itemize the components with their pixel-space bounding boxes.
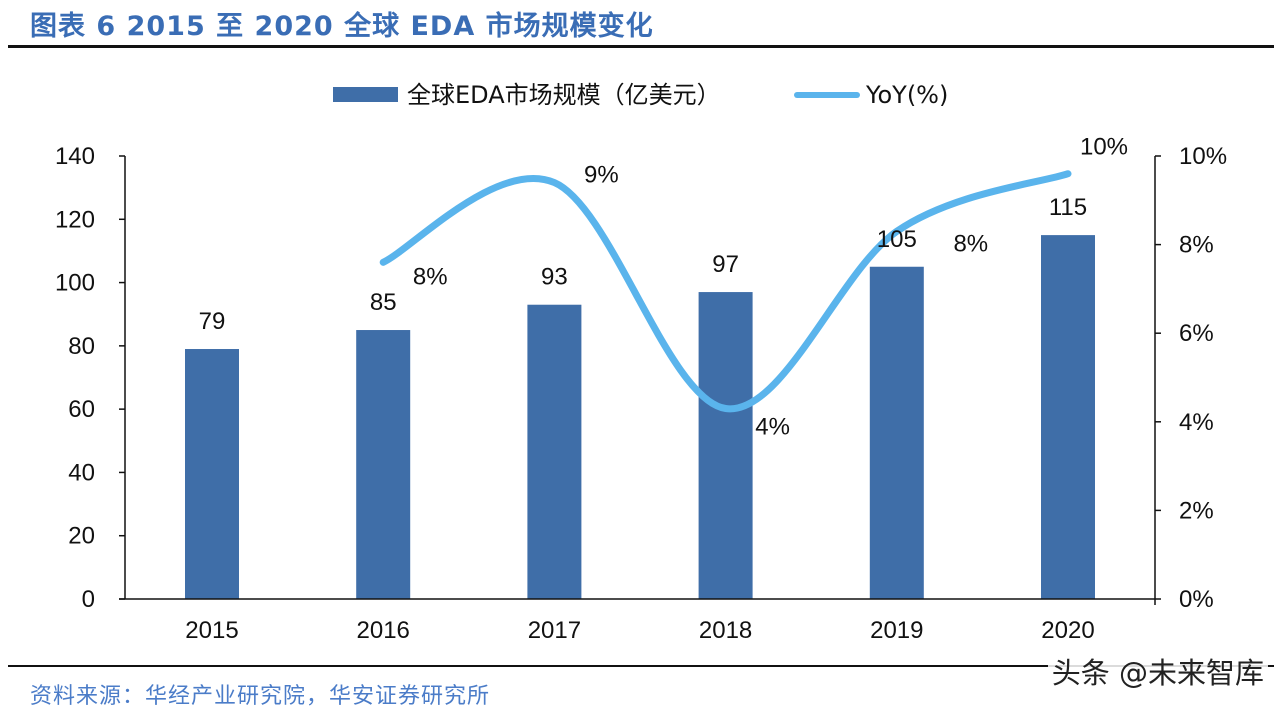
left-axis-tick-label: 20 bbox=[68, 523, 95, 550]
legend: 全球EDA市场规模（亿美元） YoY(%) bbox=[333, 81, 948, 109]
right-axis-tick-label: 8% bbox=[1179, 232, 1214, 259]
source-note: 资料来源：华经产业研究院，华安证券研究所 bbox=[30, 684, 491, 709]
x-axis-tick-label: 2016 bbox=[357, 617, 410, 644]
axes: 0 20 40 60 80 100 120 140 0% 2% 4% 6% 8% 10% 2015 2016 2… bbox=[55, 143, 1227, 644]
bar-2019 bbox=[869, 266, 924, 599]
yoy-data-label: 4% bbox=[755, 414, 790, 441]
legend-swatch-bar bbox=[333, 87, 398, 102]
bar-data-label: 105 bbox=[877, 226, 917, 253]
left-axis-tick-label: 60 bbox=[68, 396, 95, 423]
legend-label-bar: 全球EDA市场规模（亿美元） bbox=[407, 81, 721, 109]
yoy-data-label: 10% bbox=[1080, 134, 1128, 161]
yoy-line bbox=[379, 170, 1072, 413]
x-axis-tick-label: 2018 bbox=[699, 617, 752, 644]
bar-data-label: 115 bbox=[1049, 194, 1087, 221]
right-axis-tick-label: 4% bbox=[1179, 409, 1214, 436]
x-axis-tick-label: 2020 bbox=[1041, 617, 1094, 644]
left-axis-tick-label: 120 bbox=[55, 206, 95, 233]
bar-data-label: 97 bbox=[712, 251, 739, 278]
bar-data-label: 85 bbox=[370, 289, 397, 316]
footer-divider bbox=[8, 665, 1274, 667]
yoy-point-2020 bbox=[1065, 171, 1071, 177]
right-axis-tick-label: 0% bbox=[1179, 586, 1214, 613]
yoy-data-label: 8% bbox=[953, 230, 988, 257]
right-axis-tick-label: 6% bbox=[1179, 320, 1214, 347]
x-axis-tick-label: 2019 bbox=[870, 617, 923, 644]
left-axis-tick-label: 40 bbox=[68, 459, 95, 486]
bar-2015 bbox=[185, 349, 239, 599]
bar-series bbox=[185, 235, 1095, 599]
yoy-point-2017 bbox=[551, 180, 557, 186]
right-axis-tick-label: 10% bbox=[1179, 143, 1227, 170]
title-divider bbox=[8, 45, 1274, 48]
bar-2016 bbox=[356, 330, 411, 599]
bar-2017 bbox=[527, 304, 582, 599]
legend-label-line: YoY(%) bbox=[865, 81, 948, 109]
right-axis-tick-label: 2% bbox=[1179, 497, 1214, 524]
watermark: 头条 @未来智库 bbox=[1047, 650, 1268, 692]
x-axis-tick-label: 2015 bbox=[185, 617, 238, 644]
left-axis-tick-label: 80 bbox=[68, 333, 95, 360]
bar-2018 bbox=[698, 292, 753, 599]
data-labels: 79 85 93 97 105 115 8% 9% 4% 8% 10% bbox=[199, 134, 1128, 441]
bar-data-label: 93 bbox=[541, 264, 568, 291]
left-axis-tick-label: 100 bbox=[55, 270, 95, 297]
x-axis-tick-label: 2017 bbox=[528, 617, 581, 644]
left-axis-tick-label: 0 bbox=[82, 586, 95, 613]
bar-data-label: 79 bbox=[199, 308, 226, 335]
left-axis-tick-label: 140 bbox=[55, 143, 95, 170]
yoy-data-label: 9% bbox=[584, 162, 619, 189]
yoy-point-2019 bbox=[894, 228, 900, 234]
yoy-point-2018 bbox=[723, 406, 729, 412]
bar-2020 bbox=[1041, 235, 1095, 599]
yoy-point-2016 bbox=[380, 259, 386, 265]
figure-title: 图表 6 2015 至 2020 全球 EDA 市场规模变化 bbox=[30, 11, 654, 42]
yoy-data-label: 8% bbox=[413, 263, 448, 290]
